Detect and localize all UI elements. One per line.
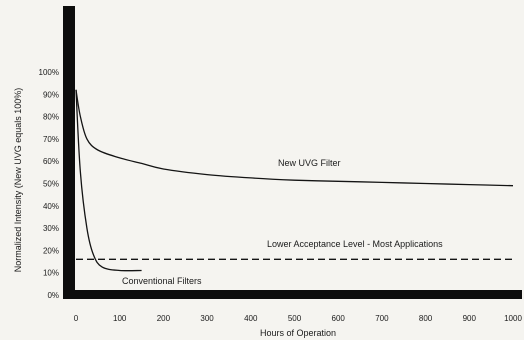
x-tick-label: 500 <box>288 314 302 323</box>
y-tick-label: 80% <box>43 113 59 122</box>
x-tick-label: 600 <box>332 314 346 323</box>
x-tick-label: 1000 <box>504 314 522 323</box>
annotation-new-uvg: New UVG Filter <box>278 158 341 168</box>
y-tick-label: 40% <box>43 202 59 211</box>
y-axis-label: Normalized Intensity (New UVG equals 100… <box>13 88 23 273</box>
x-tick-label: 300 <box>200 314 214 323</box>
annotation-conventional: Conventional Filters <box>122 276 202 286</box>
x-tick-label: 800 <box>419 314 433 323</box>
y-axis-line <box>63 6 75 298</box>
y-tick-label: 0% <box>47 291 59 300</box>
y-tick-label: 10% <box>43 269 59 278</box>
series-conventional-filters <box>75 89 142 272</box>
annotation-acceptance-level: Lower Acceptance Level - Most Applicatio… <box>267 239 443 249</box>
x-axis-label: Hours of Operation <box>260 328 336 338</box>
x-tick-label: 0 <box>74 314 79 323</box>
y-tick-label: 30% <box>43 224 59 233</box>
y-tick-label: 50% <box>43 180 59 189</box>
series-new-uvg-filter <box>75 89 514 187</box>
x-axis-line <box>63 290 522 299</box>
x-tick-label: 700 <box>375 314 389 323</box>
series-layer <box>75 89 514 272</box>
x-tick-label: 100 <box>113 314 127 323</box>
y-tick-label: 70% <box>43 135 59 144</box>
y-tick-label: 100% <box>39 68 59 77</box>
x-tick-label: 200 <box>157 314 171 323</box>
x-tick-label: 900 <box>463 314 477 323</box>
y-tick-label: 90% <box>43 90 59 99</box>
x-tick-labels: 0 100 200 300 400 500 600 700 800 900 1000 <box>74 314 523 323</box>
y-tick-labels: 0% 10% 20% 30% 40% 50% 60% 70% 80% 90% 100% <box>39 68 59 300</box>
x-tick-label: 400 <box>244 314 258 323</box>
y-tick-label: 60% <box>43 157 59 166</box>
y-tick-label: 20% <box>43 246 59 255</box>
